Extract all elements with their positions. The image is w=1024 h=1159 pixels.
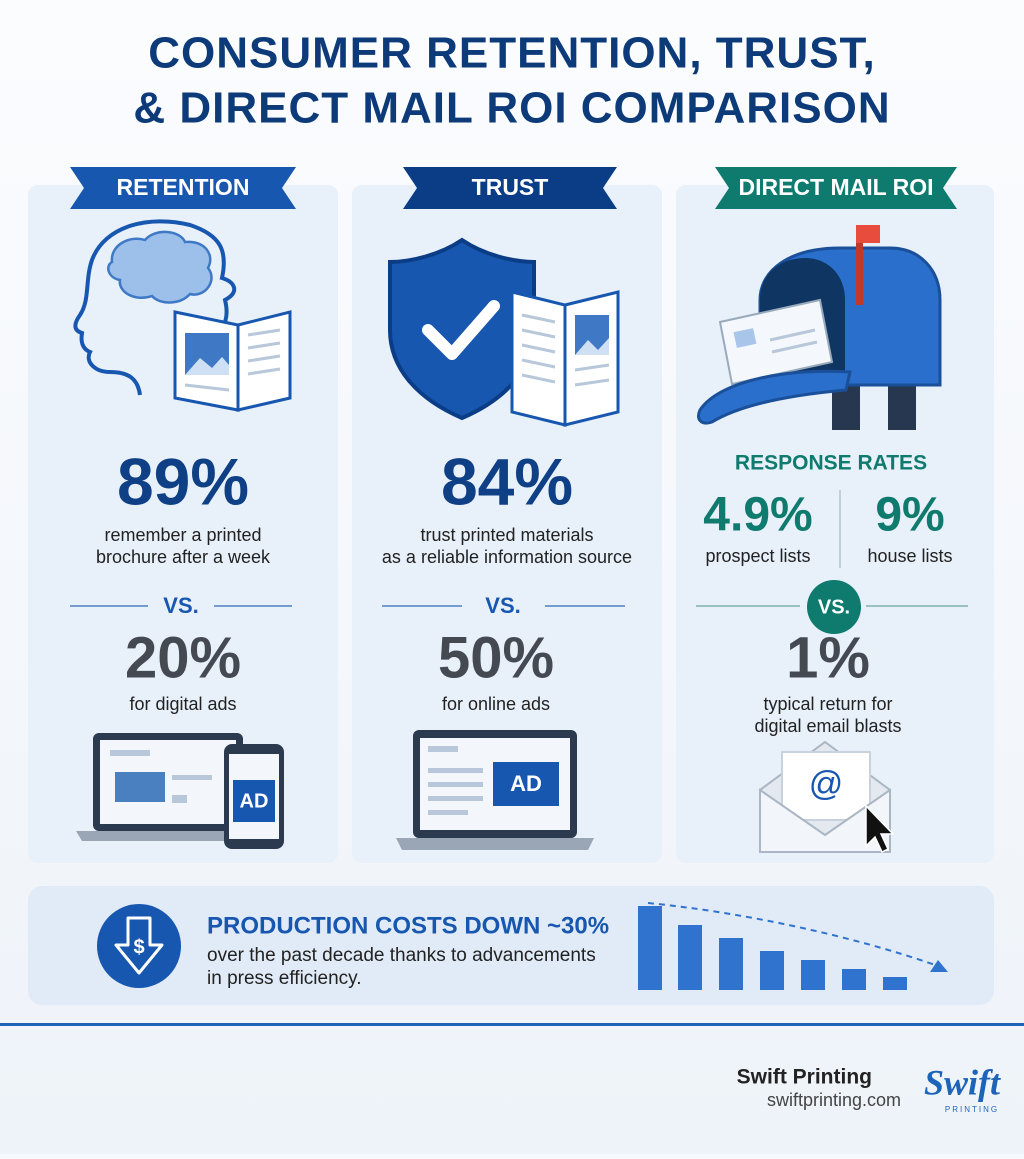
rate-stat: 4.9% (703, 489, 812, 542)
cost-icon (97, 904, 181, 988)
panel-label: DIRECT MAIL ROI (738, 174, 933, 200)
vs-label: VS. (163, 593, 198, 618)
compare-stat: 20% (125, 625, 241, 690)
trend-arrow (647, 902, 939, 967)
vs-circle (807, 580, 861, 634)
ad-label: AD (240, 790, 269, 812)
brand-name: Swift Printing (737, 1066, 872, 1089)
footer-rule (0, 1023, 1024, 1026)
banner-bg (28, 886, 994, 1005)
stat-text: remember a printed (104, 525, 261, 545)
brand-url: swiftprinting.com (767, 1090, 901, 1110)
email-icon (759, 740, 895, 854)
mailbox-icon (697, 225, 942, 430)
rate-text: house lists (867, 546, 952, 566)
down-arrow (114, 916, 164, 975)
compare-text: for online ads (442, 694, 550, 714)
trend-arrowhead (930, 960, 948, 972)
rate-stat: 9% (875, 489, 944, 542)
banner-text: over the past decade thanks to advanceme… (207, 945, 596, 966)
head-brochure-icon (73, 219, 292, 412)
panel-label: RETENTION (117, 174, 250, 200)
laptop-icon (396, 730, 594, 850)
compare-stat: 1% (786, 625, 870, 690)
vs-label: VS. (818, 596, 850, 618)
panel-label: TRUST (472, 174, 549, 200)
title-line: CONSUMER RETENTION, TRUST, (148, 29, 876, 78)
title-line: & DIRECT MAIL ROI COMPARISON (133, 84, 890, 133)
shield-brochure-icon (388, 237, 620, 427)
logo-word: Swift (924, 1062, 1001, 1102)
devices-icon (76, 733, 284, 849)
email-symbol: @ (809, 765, 844, 803)
stat: 84% (441, 444, 573, 518)
vs-label: VS. (485, 593, 520, 618)
logo-sub: PRINTING (945, 1105, 999, 1114)
stat-text: as a reliable information source (382, 547, 632, 567)
rate-text: prospect lists (705, 546, 810, 566)
decline-bars (638, 906, 907, 990)
banner-text: in press efficiency. (207, 968, 362, 989)
stat-text: brochure after a week (96, 547, 271, 567)
ribbon (715, 167, 957, 209)
stat-text: trust printed materials (420, 525, 593, 545)
compare-text: digital email blasts (754, 716, 901, 736)
ribbon (403, 167, 617, 209)
compare-text: typical return for (763, 694, 892, 714)
compare-text: for digital ads (129, 694, 236, 714)
cost-symbol: $ (133, 936, 144, 958)
subheading: RESPONSE RATES (735, 452, 927, 475)
ad-label: AD (510, 771, 542, 796)
compare-stat: 50% (438, 625, 554, 690)
stat: 89% (117, 444, 249, 518)
banner-heading: PRODUCTION COSTS DOWN ~30% (207, 912, 609, 939)
ribbon (70, 167, 296, 209)
